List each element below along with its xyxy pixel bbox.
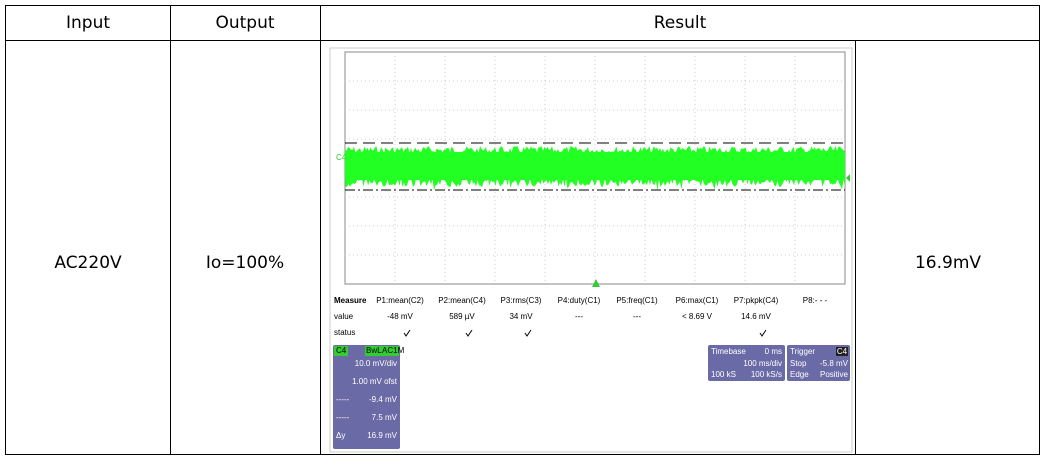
- status-check: [759, 329, 767, 337]
- coupling: AC1M: [382, 346, 405, 355]
- measure-value: ---: [633, 312, 641, 321]
- oscilloscope-screenshot: C4 Measure P1:mean(C2) P2:mean(C4) P3:rms(C…: [329, 47, 853, 453]
- measure-value: 34 mV: [509, 312, 533, 321]
- timebase-scale: 100 ms/div: [743, 359, 782, 368]
- timebase-delay: 0 ms: [765, 347, 782, 356]
- timebase-rate: 100 kS/s: [751, 370, 782, 379]
- channel-line-value: 10.0 mV/div: [355, 359, 397, 368]
- measure-header: P6:max(C1): [676, 296, 719, 305]
- cell: 16.9mV: [915, 253, 981, 273]
- trigger-level: -5.8 mV: [820, 359, 849, 368]
- status-check: [403, 329, 411, 337]
- measure-header: P3:rms(C3): [501, 296, 542, 305]
- status-check: [524, 329, 532, 337]
- trigger-slope: Positive: [820, 370, 849, 379]
- timebase-samples: 100 kS: [711, 370, 736, 379]
- trigger-title: Trigger: [790, 347, 815, 356]
- measure-value: -48 mV: [387, 312, 413, 321]
- measure-header: Measure: [334, 296, 367, 305]
- measure-value: 589 µV: [449, 312, 475, 321]
- channel-label: C4: [336, 153, 347, 162]
- signal-trace: [345, 146, 845, 191]
- measure-table: Measure P1:mean(C2) P2:mean(C4) P3:rms(C3) P…: [334, 296, 828, 337]
- channel-line-label: Δy: [336, 431, 345, 440]
- cell: AC220V: [54, 253, 122, 273]
- measure-header: P8:- - -: [803, 296, 828, 305]
- timebase-box: Timebase 0 ms 100 ms/div 100 kS 100 kS/s: [708, 345, 785, 381]
- header-cell: Input: [66, 13, 110, 33]
- measure-value: 14.6 mV: [741, 312, 771, 321]
- signal-noise: [345, 146, 845, 191]
- header-cell: Result: [654, 13, 707, 33]
- channel-line-value: 1.00 mV ofst: [352, 377, 398, 386]
- measure-value: ---: [575, 312, 583, 321]
- measure-value: < 8.69 V: [682, 312, 713, 321]
- measure-header: P7:pkpk(C4): [734, 296, 779, 305]
- channel-line-value: 16.9 mV: [367, 431, 397, 440]
- channel-name: C4: [336, 346, 347, 355]
- timebase-title: Timebase: [711, 347, 746, 356]
- table-lines: [5, 5, 1040, 455]
- trigger-channel: C4: [837, 347, 848, 356]
- measure-header: P5:freq(C1): [616, 296, 658, 305]
- status-label: status: [334, 328, 355, 337]
- status-check: [465, 329, 473, 337]
- channel-line-label: -----: [336, 395, 350, 404]
- header-cell: Output: [215, 13, 274, 33]
- measure-header: P1:mean(C2): [376, 296, 424, 305]
- trigger-marker: [592, 279, 600, 287]
- level-marker: [846, 174, 850, 182]
- cell: Io=100%: [206, 253, 284, 273]
- trigger-type: Edge: [790, 370, 809, 379]
- bandwidth: BwL: [366, 346, 382, 355]
- channel-line-label: -----: [336, 413, 350, 422]
- trigger-mode: Stop: [790, 359, 807, 368]
- measure-value: value: [334, 312, 354, 321]
- measure-header: P4:duty(C1): [558, 296, 601, 305]
- measure-header: P2:mean(C4): [438, 296, 486, 305]
- channel-line-value: 7.5 mV: [372, 413, 398, 422]
- channel-line-value: -9.4 mV: [369, 395, 398, 404]
- trigger-box: Trigger C4 Stop -5.8 mV Edge Positive: [787, 345, 850, 381]
